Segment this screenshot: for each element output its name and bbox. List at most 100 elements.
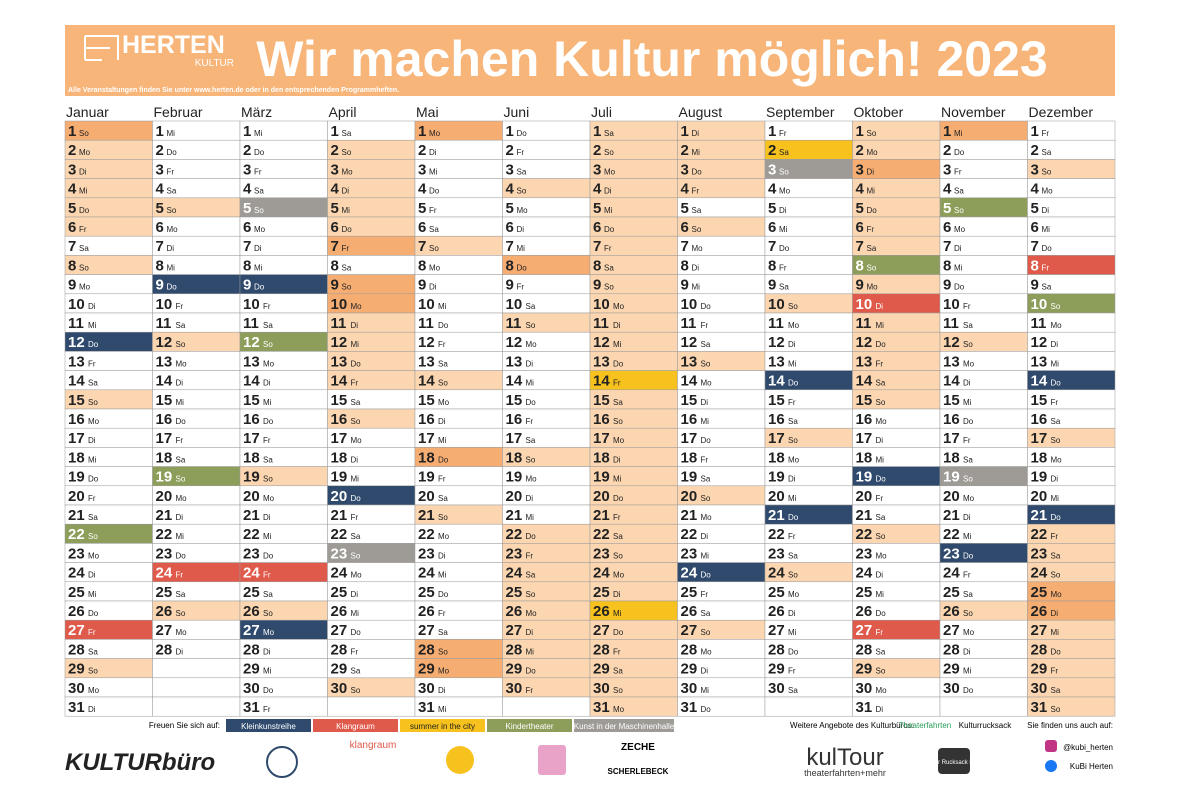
weekday: Mo: [176, 359, 188, 368]
day-number: 29: [856, 661, 873, 678]
weekday: Do: [526, 398, 537, 407]
weekday: Do: [1051, 379, 1062, 388]
month-name: August: [679, 104, 723, 120]
day-number: 10: [1031, 296, 1048, 313]
weekday: Fr: [1042, 129, 1050, 138]
weekday: So: [867, 129, 877, 138]
day-number: 11: [768, 315, 784, 332]
weekday: Fr: [954, 167, 962, 176]
weekday: Mo: [692, 244, 704, 253]
day-number: 29: [768, 661, 785, 678]
day-number: 20: [68, 488, 85, 505]
day-number: 7: [506, 238, 514, 255]
day-number: 31: [68, 699, 85, 716]
day-number: 18: [331, 449, 348, 466]
weekday: Di: [254, 244, 262, 253]
weekday: Di: [604, 187, 612, 196]
day-number: 21: [943, 507, 960, 524]
weekday: Do: [263, 551, 274, 560]
day-number: 26: [68, 603, 85, 620]
day-number: 22: [243, 526, 260, 543]
facebook-icon: [1045, 760, 1057, 772]
day-number: 26: [943, 603, 960, 620]
weekday: Fr: [88, 628, 96, 637]
weekday: Do: [788, 513, 799, 522]
day-number: 29: [943, 661, 960, 678]
weekday: Mi: [963, 398, 972, 407]
day-number: 3: [506, 161, 514, 178]
day-number: 13: [856, 353, 873, 370]
weekday: Mi: [438, 436, 447, 445]
day-number: 16: [418, 411, 435, 428]
weekday: Do: [254, 148, 265, 157]
day-number: 23: [418, 545, 435, 562]
day-number: 31: [418, 699, 435, 716]
day-number: 13: [768, 353, 785, 370]
day-number: 27: [418, 622, 435, 639]
day-number: 17: [331, 430, 348, 447]
weekday: Do: [963, 551, 974, 560]
day-cell: [152, 696, 241, 717]
day-number: 7: [243, 238, 251, 255]
weekday: Mo: [779, 187, 791, 196]
day-number: 29: [681, 661, 698, 678]
day-number: 23: [856, 545, 873, 562]
day-number: 1: [418, 123, 426, 140]
day-number: 11: [1031, 315, 1047, 332]
weekday: Do: [867, 206, 878, 215]
weekday: Sa: [429, 225, 439, 234]
day-number: 14: [506, 373, 523, 390]
day-number: 9: [943, 277, 951, 294]
day-number: 21: [156, 507, 173, 524]
weekday: Mo: [429, 263, 441, 272]
day-number: 8: [768, 257, 776, 274]
day-number: 21: [68, 507, 85, 524]
weekday: Sa: [254, 187, 264, 196]
day-number: 28: [418, 641, 435, 658]
weekday: Do: [79, 206, 90, 215]
weekday: So: [429, 244, 439, 253]
legend-label: Kleinkunstreihe: [241, 722, 296, 731]
day-number: 30: [768, 680, 785, 697]
day-number: 20: [156, 488, 173, 505]
weekday: Di: [526, 359, 534, 368]
weekday: Do: [701, 705, 712, 714]
weekday: Do: [351, 628, 362, 637]
day-number: 28: [768, 641, 785, 658]
weekday: Fr: [1051, 398, 1059, 407]
day-number: 22: [331, 526, 348, 543]
weekday: Mo: [1051, 455, 1063, 464]
day-number: 24: [593, 565, 610, 582]
month-name: März: [241, 104, 272, 120]
day-number: 2: [943, 142, 951, 159]
weekday: Do: [963, 417, 974, 426]
weekday: Mo: [963, 359, 975, 368]
weekday: Sa: [79, 244, 89, 253]
weekday: Sa: [526, 302, 536, 311]
day-number: 6: [943, 219, 951, 236]
day-number: 13: [593, 353, 610, 370]
weekday: Do: [613, 359, 624, 368]
logo-klangraum: klangraum: [350, 740, 397, 751]
legend-label: Kindertheater: [505, 722, 553, 731]
day-number: 30: [943, 680, 960, 697]
day-number: 25: [156, 584, 173, 601]
weekday: So: [88, 532, 98, 541]
weekday: Mi: [263, 398, 272, 407]
weekday: Sa: [176, 321, 186, 330]
day-number: 2: [856, 142, 864, 159]
day-number: 28: [1031, 641, 1048, 658]
day-number: 20: [1031, 488, 1048, 505]
weekday: Fr: [1051, 667, 1059, 676]
day-number: 25: [856, 584, 873, 601]
weekday: Sa: [1051, 551, 1061, 560]
weekday: Mi: [701, 686, 710, 695]
day-number: 22: [506, 526, 523, 543]
day-number: 3: [1031, 161, 1039, 178]
weekday: So: [176, 340, 186, 349]
weekday: Mi: [351, 340, 360, 349]
weekday: Di: [429, 148, 437, 157]
day-number: 7: [681, 238, 689, 255]
month-name: September: [766, 104, 835, 120]
day-number: 19: [681, 469, 698, 486]
